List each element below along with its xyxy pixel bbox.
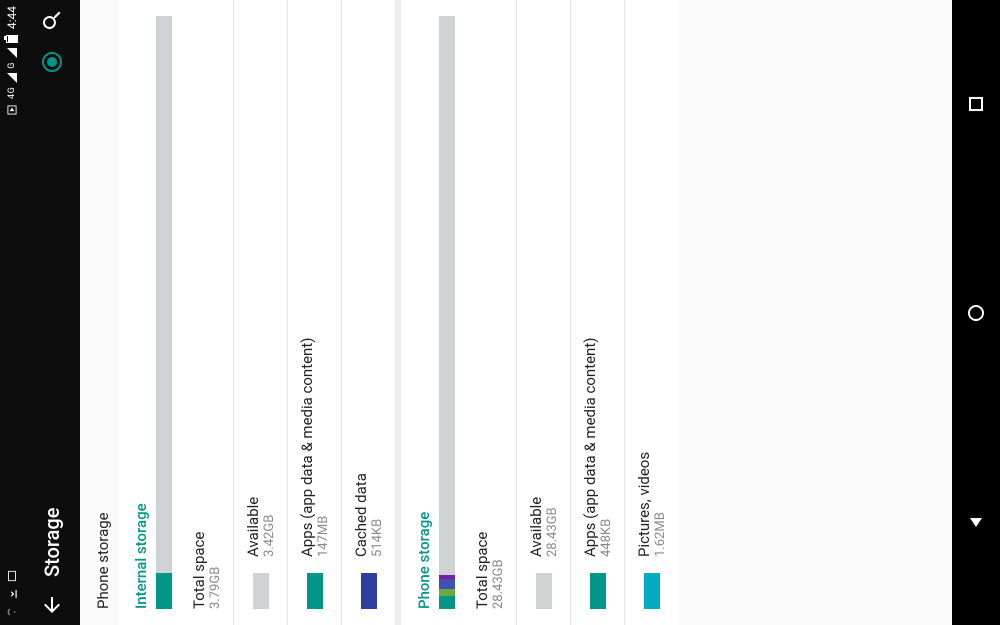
internal-available-value: 3.42GB bbox=[262, 497, 277, 557]
status-bar: 4G G 4:44 bbox=[0, 0, 24, 625]
battery-icon bbox=[6, 35, 18, 43]
internal-total-row: Total space 3.79GB bbox=[180, 0, 233, 625]
phone-available-value: 28.43GB bbox=[545, 497, 560, 557]
internal-cached-label: Cached data bbox=[352, 473, 370, 557]
apps-swatch bbox=[590, 573, 606, 609]
device-frame: 4G G 4:44 Storage Phone storage Internal… bbox=[0, 0, 1000, 625]
apps-swatch bbox=[307, 573, 323, 609]
phone-storage-group: Phone storage Total space 28.43GB Availa… bbox=[401, 0, 678, 625]
card-icon bbox=[5, 569, 19, 583]
internal-storage-group: Internal storage Total space 3.79GB Avai… bbox=[118, 0, 395, 625]
phone-total-label: Total space bbox=[473, 532, 491, 609]
download-icon bbox=[5, 587, 19, 601]
search-icon[interactable] bbox=[40, 8, 64, 32]
internal-available-row[interactable]: Available 3.42GB bbox=[234, 0, 287, 625]
page-title: Storage bbox=[40, 88, 64, 577]
phone-pictures-label: Pictures, videos bbox=[635, 452, 653, 557]
available-swatch bbox=[253, 573, 269, 609]
internal-apps-row[interactable]: Apps (app data & media content) 147MB bbox=[288, 0, 341, 625]
phone-available-row[interactable]: Available 28.43GB bbox=[517, 0, 570, 625]
signal-1-label: 4G bbox=[7, 87, 17, 99]
signal-2-label: G bbox=[7, 62, 17, 69]
header-phone-storage: Phone storage bbox=[80, 0, 118, 625]
internal-total-label: Total space bbox=[190, 532, 208, 609]
back-icon[interactable] bbox=[40, 593, 64, 617]
cached-swatch bbox=[361, 573, 377, 609]
phone-bar-wrap bbox=[439, 0, 463, 625]
internal-cached-value: 514KB bbox=[370, 473, 385, 557]
phone-pictures-value: 1.62MB bbox=[653, 452, 668, 557]
available-swatch bbox=[536, 573, 552, 609]
phone-usage-bar bbox=[439, 16, 455, 609]
status-bar-left bbox=[5, 569, 19, 619]
phone-apps-label: Apps (app data & media content) bbox=[581, 338, 599, 557]
nav-recent-icon[interactable] bbox=[962, 90, 990, 118]
signal-2-icon bbox=[7, 48, 17, 58]
internal-bar-wrap bbox=[156, 0, 180, 625]
phone-total-value: 28.43GB bbox=[491, 532, 506, 609]
storage-toggle-icon[interactable] bbox=[42, 52, 62, 72]
pictures-swatch bbox=[644, 573, 660, 609]
nav-back-icon[interactable] bbox=[962, 507, 990, 535]
app-icon bbox=[5, 103, 19, 117]
internal-available-label: Available bbox=[244, 497, 262, 557]
wifi-icon bbox=[5, 605, 19, 619]
internal-usage-bar bbox=[156, 16, 172, 609]
phone-storage-title[interactable]: Phone storage bbox=[401, 0, 439, 625]
internal-storage-title[interactable]: Internal storage bbox=[118, 0, 156, 625]
internal-apps-label: Apps (app data & media content) bbox=[298, 338, 316, 557]
phone-available-label: Available bbox=[527, 497, 545, 557]
action-bar: Storage bbox=[24, 0, 80, 625]
internal-apps-value: 147MB bbox=[316, 338, 331, 557]
storage-content: Phone storage Internal storage Total spa… bbox=[80, 0, 952, 625]
internal-cached-row[interactable]: Cached data 514KB bbox=[342, 0, 395, 625]
nav-home-icon[interactable] bbox=[962, 299, 990, 327]
navigation-bar bbox=[952, 0, 1000, 625]
internal-total-value: 3.79GB bbox=[208, 532, 223, 609]
phone-pictures-row[interactable]: Pictures, videos 1.62MB bbox=[625, 0, 678, 625]
action-bar-right bbox=[40, 8, 64, 72]
status-clock: 4:44 bbox=[5, 6, 19, 29]
phone-total-row: Total space 28.43GB bbox=[463, 0, 516, 625]
phone-apps-value: 448KB bbox=[599, 338, 614, 557]
phone-apps-row[interactable]: Apps (app data & media content) 448KB bbox=[571, 0, 624, 625]
signal-1-icon bbox=[7, 73, 17, 83]
